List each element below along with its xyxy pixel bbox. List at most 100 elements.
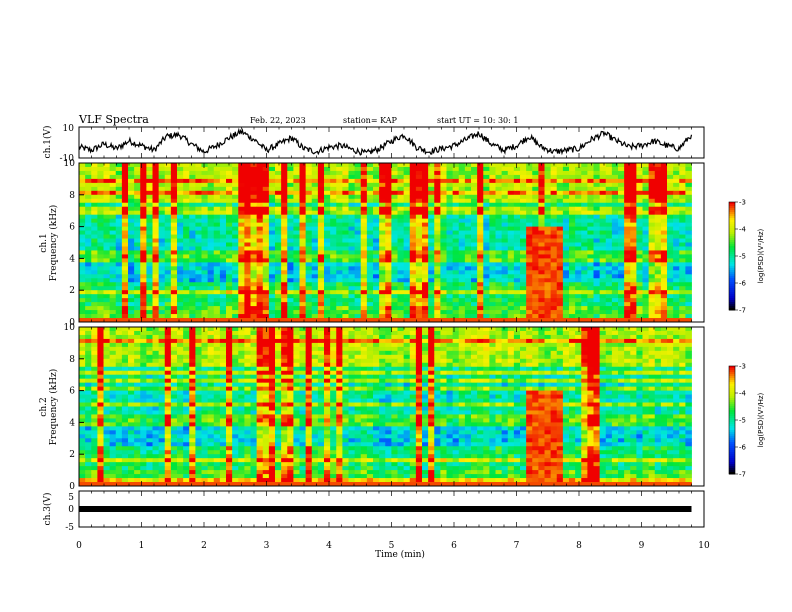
spectrogram-cell [581, 282, 588, 287]
spectrogram-cell [115, 230, 123, 235]
spectrogram-cell [415, 350, 423, 356]
spectrogram-cell [293, 170, 300, 176]
spectrogram-cell [238, 290, 245, 295]
spectrogram-cell [299, 198, 307, 204]
spectrogram-cell [177, 338, 184, 344]
spectrogram-cell [360, 234, 368, 239]
spectrogram-cell [673, 318, 680, 323]
spectrogram-cell [397, 294, 405, 299]
spectrogram-cell [103, 310, 111, 315]
spectrogram-cell [391, 194, 398, 200]
spectrogram-cell [177, 202, 184, 208]
spectrogram-cell [317, 330, 325, 336]
spectrogram-cell [464, 310, 472, 315]
spectrogram-cell [219, 178, 227, 184]
spectrogram-cell [183, 190, 190, 196]
spectrogram-cell [354, 254, 362, 259]
spectrogram-cell [299, 298, 307, 303]
spectrogram-cell [685, 350, 692, 356]
spectrogram-cell [115, 198, 123, 204]
spectrogram-cell [403, 282, 411, 287]
spectrogram-cell [250, 238, 258, 243]
spectrogram-cell [446, 182, 454, 188]
spectrogram-cell [385, 226, 392, 231]
spectrogram-cell [446, 342, 454, 348]
spectrogram-cell [268, 194, 276, 200]
spectrogram-cell [293, 222, 300, 228]
spectrogram-cell [654, 346, 662, 352]
colorbar-swatch [729, 294, 735, 297]
spectrogram-cell [428, 354, 435, 360]
spectrogram-cell [287, 270, 294, 275]
spectrogram-cell [636, 258, 643, 263]
spectrogram-cell [581, 258, 588, 263]
spectrogram-cell [581, 226, 588, 231]
spectrogram-cell [673, 174, 680, 180]
spectrogram-cell [587, 286, 594, 291]
spectrogram-cell [562, 178, 570, 184]
spectrogram-cell [397, 350, 405, 356]
spectrogram-cell [471, 202, 478, 208]
spectrogram-cell [293, 174, 300, 180]
spectrogram-cell [213, 314, 221, 319]
spectrogram-cell [158, 298, 166, 303]
spectrogram-cell [195, 254, 202, 259]
spectrogram-cell [397, 186, 405, 192]
spectrogram-cell [458, 262, 466, 267]
spectrogram-cell [636, 222, 643, 228]
spectrogram-cell [624, 163, 631, 168]
spectrogram-cell [403, 346, 411, 352]
spectrogram-cell [177, 358, 184, 364]
spectrogram-cell [409, 330, 417, 336]
spectrogram-cell [611, 306, 619, 311]
spectrogram-cell [201, 327, 209, 332]
spectrogram-cell [391, 242, 398, 247]
spectrogram-cell [679, 318, 686, 323]
spectrogram-cell [91, 262, 98, 267]
spectrogram-cell [685, 190, 692, 196]
spectrogram-cell [520, 327, 527, 332]
spectrogram-cell [128, 202, 135, 208]
spectrogram-cell [532, 166, 539, 172]
spectrogram-cell [103, 302, 111, 307]
spectrogram-cell [630, 218, 637, 224]
spectrogram-cell [195, 174, 202, 180]
spectrogram-cell [587, 270, 594, 275]
spectrogram-cell [275, 334, 282, 340]
spectrogram-cell [366, 174, 374, 180]
spectrogram-cell [575, 350, 582, 356]
spectrogram-cell [354, 178, 362, 184]
spectrogram-cell [134, 254, 141, 259]
spectrogram-cell [342, 178, 349, 184]
spectrogram-cell [391, 318, 398, 323]
colorbar-tick-label: -5 [739, 253, 746, 261]
spectrogram-cell [544, 258, 552, 263]
spectrogram-cell [366, 298, 374, 303]
spectrogram-cell [556, 286, 564, 291]
spectrogram-cell [189, 178, 196, 184]
spectrogram-cell [379, 238, 386, 243]
spectrogram-cell [507, 306, 515, 311]
spectrogram-cell [630, 170, 637, 176]
spectrogram-cell [575, 274, 582, 279]
spectrogram-cell [97, 298, 104, 303]
spectrogram-cell [360, 214, 368, 220]
spectrogram-cell [599, 250, 607, 255]
spectrogram-cell [79, 266, 86, 271]
spectrogram-cell [611, 218, 619, 224]
spectrogram-cell [366, 218, 374, 224]
spectrogram-cell [232, 286, 239, 291]
spectrogram-cell [195, 166, 202, 172]
spectrogram-cell [324, 174, 331, 180]
spectrogram-cell [238, 310, 245, 315]
spectrogram-cell [250, 186, 258, 192]
spectrogram-cell [134, 282, 141, 287]
spectrogram-cell [409, 327, 417, 332]
spectrogram-cell [379, 222, 386, 228]
spectrogram-cell [177, 346, 184, 352]
spectrogram-cell [170, 330, 178, 336]
spectrogram-cell [397, 254, 405, 259]
spectrogram-cell [219, 298, 227, 303]
spectrogram-cell [299, 182, 307, 188]
spectrogram-cell [275, 242, 282, 247]
